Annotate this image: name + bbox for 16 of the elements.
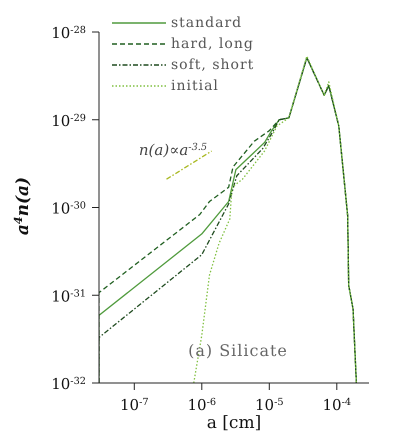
legend-label: initial	[171, 78, 219, 94]
annotation: (a) Silicate	[188, 341, 288, 360]
legend-label: soft, short	[171, 56, 254, 72]
x-tick-label: 10$^{-6}$	[187, 396, 216, 414]
y-tick-label: 10$^{-30}$	[51, 200, 86, 218]
y-tick-label: 10$^{-29}$	[51, 112, 86, 130]
x-tick-label: 10$^{-7}$	[120, 396, 149, 414]
legend-label: standard	[171, 14, 242, 30]
x-axis-title: a [cm]	[206, 413, 262, 433]
x-tick-label: 10$^{-5}$	[254, 396, 284, 414]
y-tick-label: 10$^{-32}$	[51, 375, 86, 393]
annotation: n(a)∝a$^{-3.5}$	[138, 141, 208, 159]
legend-label: hard, long	[171, 36, 254, 52]
y-tick-label: 10$^{-28}$	[51, 24, 86, 42]
y-tick-label: 10$^{-31}$	[51, 287, 86, 306]
x-tick-label: 10$^{-4}$	[322, 396, 352, 414]
